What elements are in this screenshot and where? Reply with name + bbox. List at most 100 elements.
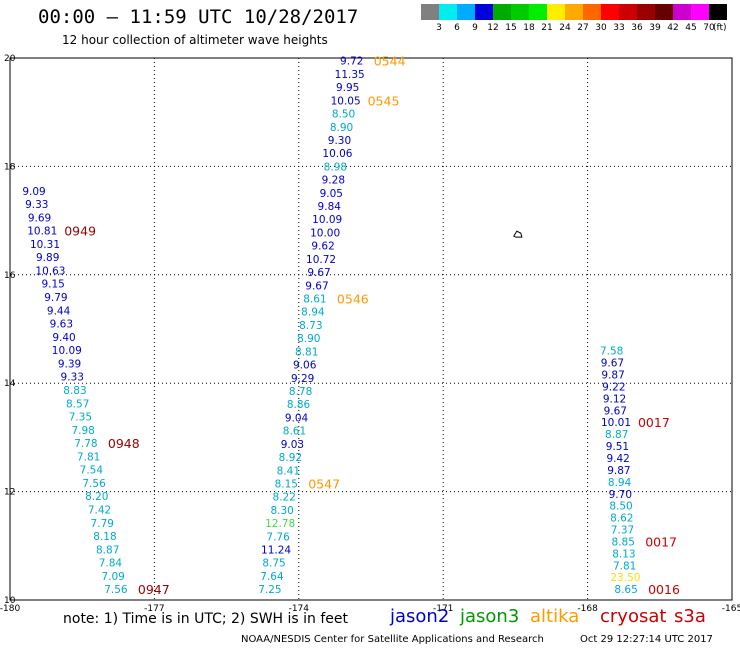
wave-height-value: 9.40 xyxy=(52,332,75,344)
wave-height-value: 9.70 xyxy=(609,489,632,501)
wave-height-value: 9.44 xyxy=(47,305,71,317)
scale-swatch xyxy=(637,4,655,20)
scale-label: 45 xyxy=(685,23,697,33)
scale-swatch xyxy=(691,4,709,20)
footer-timestamp: Oct 29 12:27:14 UTC 2017 xyxy=(580,634,713,645)
scale-label: 33 xyxy=(613,23,625,33)
scale-label: 12 xyxy=(487,23,499,33)
wave-height-value: 8.20 xyxy=(85,491,108,503)
y-tick-label: 20 xyxy=(4,54,16,64)
scale-label: 42 xyxy=(667,23,679,33)
wave-height-value: 8.50 xyxy=(332,109,355,121)
wave-height-value: 7.84 xyxy=(99,558,123,570)
map-subtitle: 12 hour collection of altimeter wave hei… xyxy=(62,33,328,47)
wave-height-value: 9.67 xyxy=(604,405,627,417)
wave-height-value: 9.42 xyxy=(606,453,629,465)
footer-credit: NOAA/NESDIS Center for Satellite Applica… xyxy=(241,634,544,645)
y-tick-label: 12 xyxy=(4,488,15,498)
x-tick-label: -174 xyxy=(289,604,310,614)
scale-swatch xyxy=(709,4,727,20)
scale-label: 27 xyxy=(577,23,589,33)
wave-height-value: 10.31 xyxy=(30,239,60,251)
wave-height-value: 11.24 xyxy=(261,545,291,557)
wave-height-value: 7.98 xyxy=(71,425,94,437)
wave-height-value: 9.95 xyxy=(336,82,359,94)
legend-altika: altika xyxy=(530,606,580,627)
time-label: 0947 xyxy=(138,582,170,597)
wave-height-value: 10.81 xyxy=(27,226,57,238)
legend-s3a: s3a xyxy=(674,606,706,627)
time-label: 0547 xyxy=(308,476,340,491)
wave-height-value: 9.12 xyxy=(603,393,626,405)
scale-label: 15 xyxy=(505,23,517,33)
scale-label: 6 xyxy=(454,23,460,33)
wave-height-value: 9.84 xyxy=(318,201,342,213)
wave-height-value: 9.03 xyxy=(281,439,304,451)
wave-height-value: 9.67 xyxy=(601,358,624,370)
wave-height-value: 23.50 xyxy=(610,572,640,584)
wave-height-value: 8.87 xyxy=(605,429,628,441)
wave-height-value: 9.30 xyxy=(328,135,351,147)
wave-height-value: 9.09 xyxy=(22,186,45,198)
wave-height-value: 9.39 xyxy=(58,358,81,370)
wave-height-value: 9.22 xyxy=(602,381,625,393)
wave-height-value: 8.50 xyxy=(609,501,632,513)
wave-height-value: 8.41 xyxy=(277,465,300,477)
wave-height-value: 8.94 xyxy=(608,477,632,489)
time-label: 0017 xyxy=(645,534,677,549)
wave-height-value: 8.30 xyxy=(270,505,293,517)
wave-height-value: 7.79 xyxy=(91,518,114,530)
wave-height-value: 7.25 xyxy=(258,584,281,596)
wave-height-value: 10.01 xyxy=(601,417,631,429)
wave-height-value: 8.94 xyxy=(301,307,325,319)
wave-height-value: 7.56 xyxy=(104,584,128,596)
wave-height-value: 8.92 xyxy=(279,452,302,464)
wave-height-value: 9.69 xyxy=(28,212,51,224)
scale-label: 21 xyxy=(541,23,553,33)
legend-jason2: jason2 xyxy=(390,606,450,627)
legend-cryosat: cryosat xyxy=(600,606,667,627)
scale-swatch xyxy=(421,4,439,20)
wave-height-value: 10.63 xyxy=(35,265,65,277)
wave-height-value: 9.15 xyxy=(41,279,64,291)
wave-height-value: 12.78 xyxy=(265,518,295,530)
wave-height-value: 9.67 xyxy=(305,280,328,292)
scale-swatch xyxy=(565,4,583,20)
scale-swatch xyxy=(457,4,475,20)
scale-swatch xyxy=(475,4,493,20)
wave-height-value: 7.35 xyxy=(69,412,92,424)
wave-height-value: 8.13 xyxy=(612,548,635,560)
wave-height-value: 7.58 xyxy=(600,346,623,358)
wave-height-value: 9.89 xyxy=(36,252,59,264)
wave-height-value: 9.05 xyxy=(320,188,343,200)
wave-height-value: 7.56 xyxy=(82,478,106,490)
x-tick-label: -168 xyxy=(577,604,598,614)
satellite-tracks: 9.7211.359.9510.058.508.909.3010.068.989… xyxy=(22,54,680,597)
legend-jason3: jason3 xyxy=(460,606,520,627)
time-label: 0545 xyxy=(368,93,400,108)
x-tick-label: -165 xyxy=(722,604,740,614)
x-tick-label: -177 xyxy=(144,604,164,614)
wave-height-value: 9.33 xyxy=(25,199,48,211)
wave-height-value: 9.51 xyxy=(606,441,629,453)
time-label: 0948 xyxy=(108,436,140,451)
wave-height-value: 8.15 xyxy=(275,478,298,490)
wave-height-value: 8.62 xyxy=(610,513,633,525)
scale-swatch xyxy=(601,4,619,20)
wave-height-value: 8.18 xyxy=(93,531,116,543)
time-label: 0017 xyxy=(638,415,670,430)
scale-swatch xyxy=(655,4,673,20)
wave-height-value: 9.62 xyxy=(311,241,334,253)
wave-height-value: 9.33 xyxy=(61,372,84,384)
wave-height-value: 7.81 xyxy=(77,451,100,463)
wave-height-value: 8.65 xyxy=(614,584,637,596)
scale-label: 3 xyxy=(436,23,442,33)
wave-height-value: 8.22 xyxy=(273,492,296,504)
wave-height-value: 8.78 xyxy=(289,386,312,398)
time-label: 0544 xyxy=(374,54,406,69)
scale-unit: (ft) xyxy=(713,23,727,33)
wave-height-value: 8.90 xyxy=(330,122,353,134)
y-tick-label: 18 xyxy=(4,162,16,172)
map-title: 00:00 – 11:59 UTC 10/28/2017 xyxy=(38,6,359,28)
